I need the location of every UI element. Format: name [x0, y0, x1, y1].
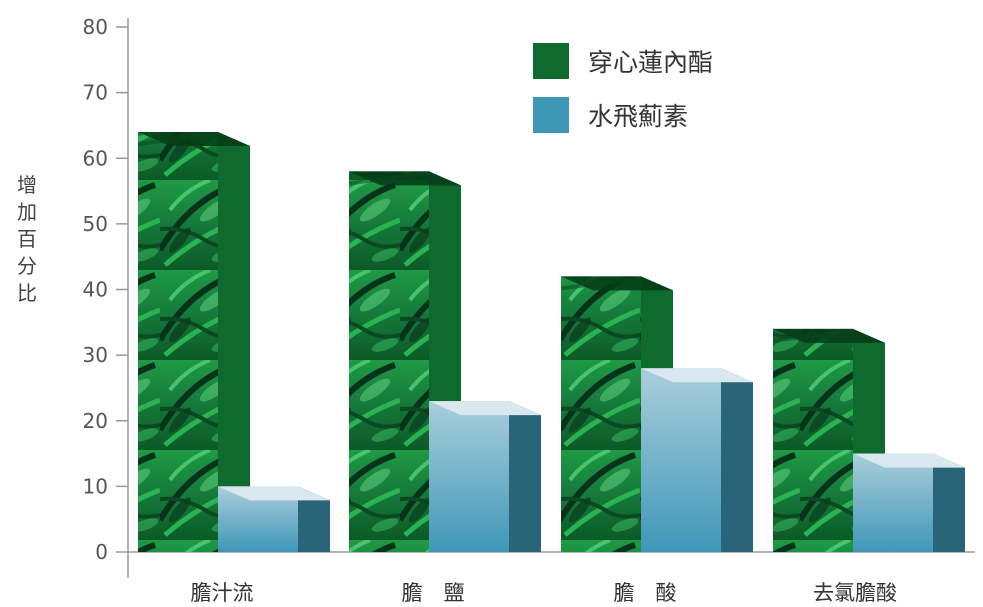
bar-front	[853, 453, 933, 552]
bar-top-shade	[138, 132, 218, 146]
bars	[138, 132, 965, 552]
bar-top	[218, 486, 330, 501]
bar-2-1	[218, 486, 330, 552]
bar-side	[509, 401, 541, 552]
y-axis-label-char: 分	[17, 254, 37, 278]
bar-front	[641, 368, 721, 552]
y-tick-label: 50	[83, 212, 108, 236]
bar-front	[561, 276, 641, 552]
y-axis-label-char: 增	[17, 173, 37, 197]
bar-2-2	[429, 401, 541, 552]
bar-2-3	[641, 368, 753, 552]
legend-label: 穿心蓮內酯	[588, 48, 713, 77]
category-label: 膽 酸	[614, 581, 677, 605]
y-tick-label: 10	[83, 474, 108, 498]
bar-top	[429, 401, 541, 416]
y-tick-label: 70	[83, 81, 108, 105]
bar-side	[721, 368, 753, 552]
bar-top-shade	[561, 276, 641, 291]
bar-side	[933, 453, 965, 552]
legend-swatch	[533, 97, 569, 133]
y-tick-label: 20	[83, 409, 108, 433]
bar-top-shade	[773, 328, 853, 343]
category-label: 去氯膽酸	[813, 581, 897, 605]
legend-label: 水飛薊素	[588, 102, 688, 131]
category-label: 膽 鹽	[402, 581, 465, 605]
bar-front	[349, 171, 429, 552]
y-axis-label-char: 百	[17, 227, 37, 251]
bar-front	[429, 401, 509, 552]
category-label: 膽汁流	[191, 581, 254, 605]
bar-top-shade	[349, 171, 429, 186]
legend-swatch	[533, 43, 569, 79]
y-tick-label: 30	[83, 343, 108, 367]
bar-2-4	[853, 453, 965, 552]
y-tick-label: 0	[95, 540, 108, 564]
bar-side	[298, 486, 330, 552]
y-tick-label: 80	[83, 15, 108, 39]
bar-side	[218, 132, 250, 552]
y-axis-label-char: 加	[17, 200, 37, 224]
bar-top	[853, 453, 965, 468]
y-axis-label-char: 比	[17, 281, 37, 305]
bar-front	[773, 328, 853, 552]
y-tick-label: 60	[83, 146, 108, 170]
bar-1-1	[138, 132, 250, 552]
bar-1-4	[773, 328, 885, 552]
bar-top	[641, 368, 753, 383]
y-tick-label: 40	[83, 278, 108, 302]
category-labels: 膽汁流 膽 鹽 膽 酸 去氯膽酸	[191, 581, 898, 605]
bar-front	[138, 132, 218, 552]
